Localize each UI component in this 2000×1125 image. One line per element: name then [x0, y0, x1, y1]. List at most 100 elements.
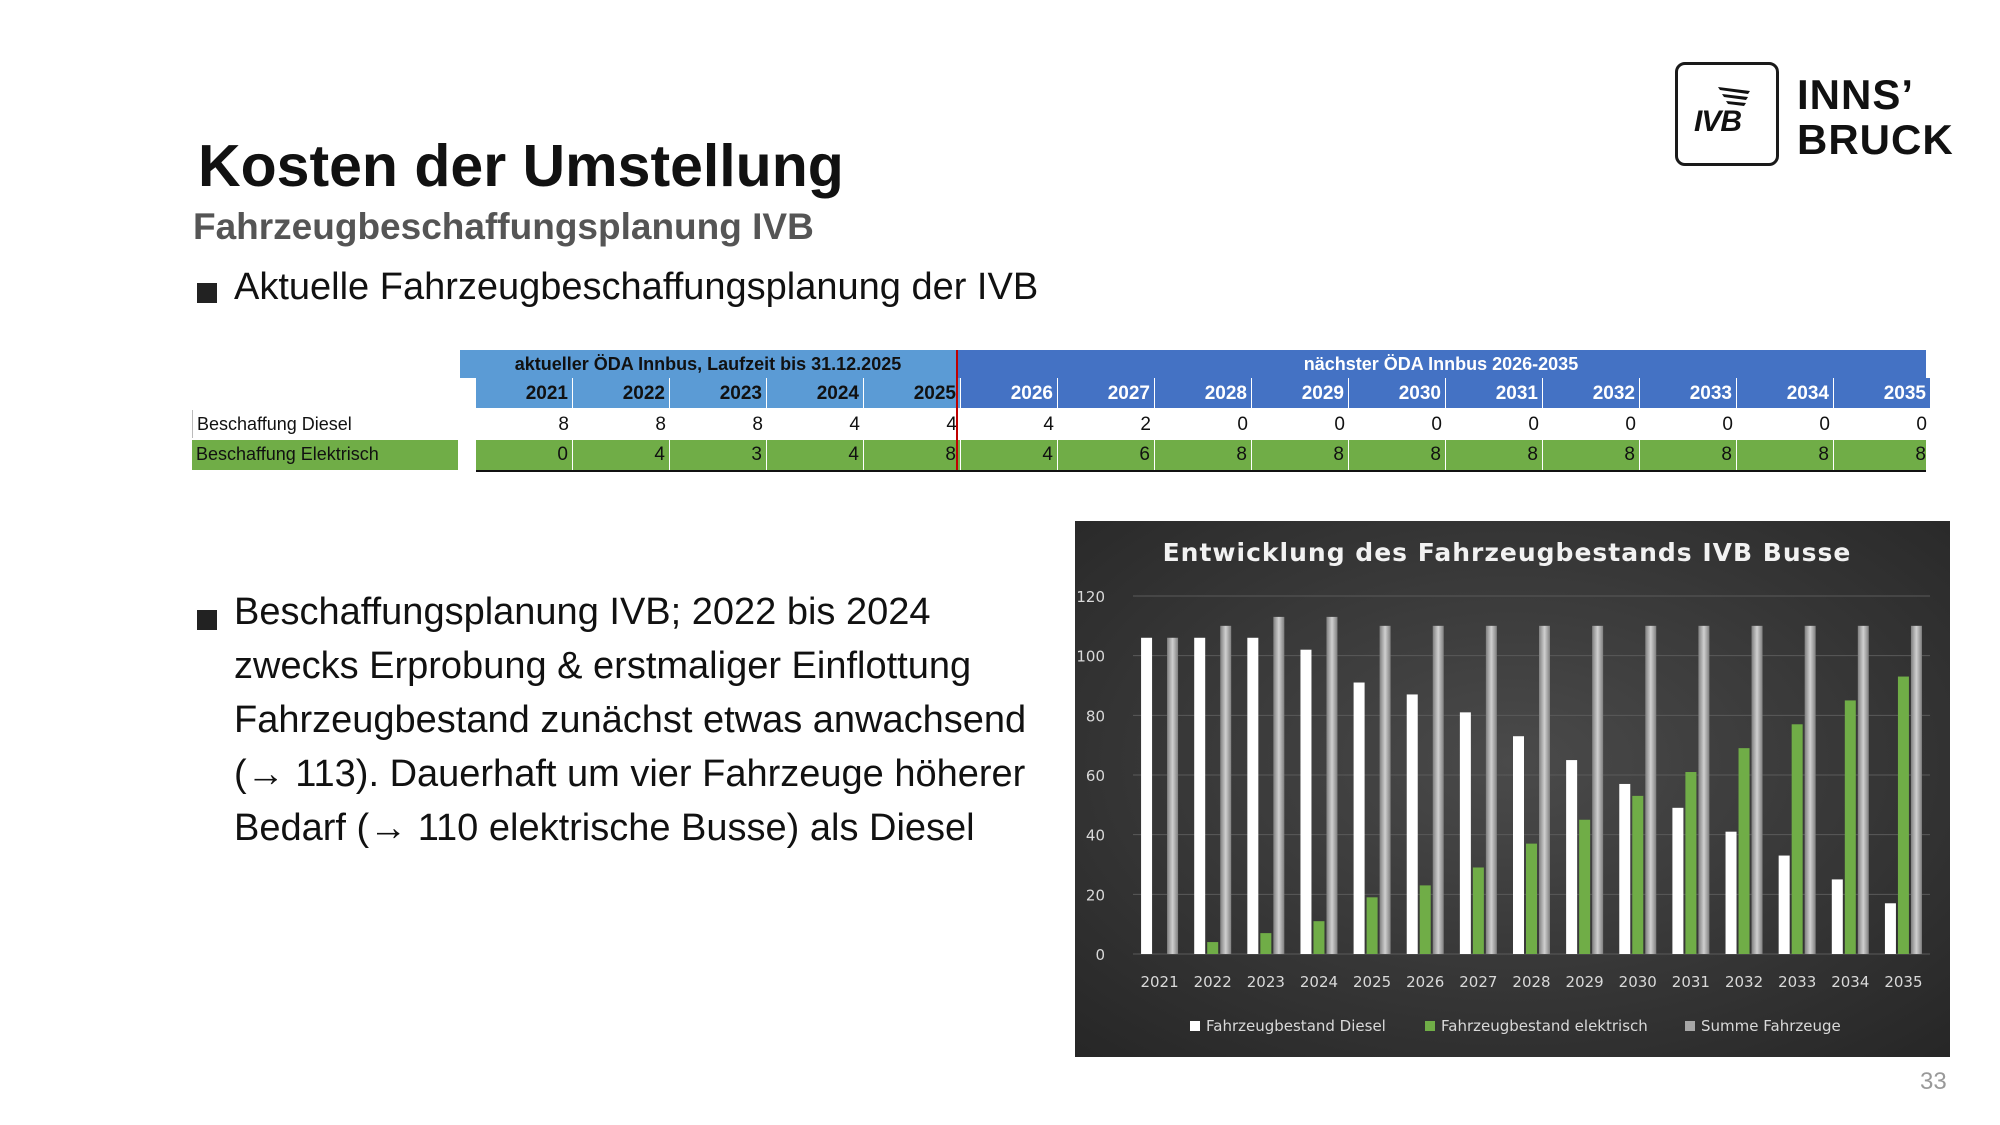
ivb-logo-mark: IVB: [1675, 62, 1779, 166]
bullet-2-line: Fahrzeugbestand zunächst etwas anwachsen…: [234, 699, 1027, 741]
x-tick-label: 2023: [1247, 973, 1285, 991]
bar-elektrisch: [1419, 885, 1431, 954]
header-current-contract: aktueller ÖDA Innbus, Laufzeit bis 31.12…: [460, 350, 956, 378]
bullet-2-line: Bedarf (→ 110 elektrische Busse) als Die…: [234, 807, 975, 849]
y-tick-label: 120: [1076, 588, 1105, 606]
bar-summe: [1645, 625, 1657, 954]
x-tick-label: 2031: [1672, 973, 1710, 991]
bar-diesel: [1194, 637, 1206, 954]
x-tick-label: 2026: [1406, 973, 1444, 991]
y-tick-label: 40: [1086, 827, 1105, 845]
x-tick-label: 2022: [1194, 973, 1232, 991]
year-header-cell: 2021: [476, 378, 573, 408]
bar-elektrisch: [1313, 921, 1325, 954]
bar-diesel: [1247, 637, 1259, 954]
bar-elektrisch: [1366, 897, 1378, 954]
bar-summe: [1326, 616, 1338, 954]
page-number: 33: [1920, 1068, 1947, 1095]
legend-label: Summe Fahrzeuge: [1701, 1017, 1841, 1035]
bar-summe: [1273, 616, 1285, 954]
bar-summe: [1698, 625, 1710, 954]
bar-summe: [1751, 625, 1763, 954]
year-header-cell: 2031: [1446, 378, 1543, 408]
table-cell-elektro: 8: [1252, 440, 1349, 470]
bar-elektrisch: [1844, 700, 1856, 954]
bullet-2-line: Beschaffungsplanung IVB; 2022 bis 2024: [234, 591, 931, 633]
bar-summe: [1592, 625, 1604, 954]
logo-ivb-text: IVB: [1694, 105, 1742, 138]
x-tick-label: 2021: [1140, 973, 1178, 991]
table-cell-diesel: 4: [849, 414, 860, 435]
x-tick-label: 2028: [1512, 973, 1550, 991]
year-header-cell: 2035: [1834, 378, 1931, 408]
bar-elektrisch: [1897, 676, 1909, 954]
bar-summe: [1432, 625, 1444, 954]
wing-icon: [1718, 87, 1750, 106]
y-tick-label: 60: [1086, 767, 1105, 785]
table-cell-elektro: 8: [1349, 440, 1446, 470]
year-header-cell: 2028: [1155, 378, 1252, 408]
bar-diesel: [1884, 903, 1896, 954]
legend-swatch: [1685, 1021, 1695, 1031]
table-cell-diesel: 8: [655, 414, 666, 435]
x-tick-label: 2034: [1831, 973, 1869, 991]
bar-diesel: [1725, 831, 1737, 954]
year-header-cell: 2024: [767, 378, 864, 408]
table-cell-elektro: 4: [573, 440, 670, 470]
x-tick-label: 2035: [1884, 973, 1922, 991]
legend-label: Fahrzeugbestand Diesel: [1206, 1017, 1386, 1035]
table-cell-elektro: 6: [1058, 440, 1155, 470]
bar-diesel: [1778, 855, 1790, 954]
row-label-elektro: Beschaffung Elektrisch: [192, 440, 458, 470]
table-cell-elektro: 8: [1834, 440, 1931, 470]
table-cell-diesel: 4: [946, 414, 957, 435]
table-cell-elektro: 4: [961, 440, 1058, 470]
y-tick-label: 0: [1095, 946, 1105, 964]
bar-diesel: [1672, 807, 1684, 954]
table-cell-diesel: 0: [1625, 414, 1636, 435]
logo-word-1: INNS’: [1797, 71, 1915, 118]
legend-swatch: [1190, 1021, 1200, 1031]
year-header-cell: 2029: [1252, 378, 1349, 408]
year-header-cell: 2027: [1058, 378, 1155, 408]
table-cell-diesel: 0: [1431, 414, 1442, 435]
table-cell-diesel: 8: [558, 414, 569, 435]
year-header-cell: 2032: [1543, 378, 1640, 408]
bar-summe: [1804, 625, 1816, 954]
bar-diesel: [1513, 736, 1524, 954]
fleet-chart: Entwicklung des Fahrzeugbestands IVB Bus…: [1075, 521, 1950, 1057]
bar-summe: [1857, 625, 1869, 954]
page-subtitle: Fahrzeugbeschaffungsplanung IVB: [193, 206, 814, 247]
bar-elektrisch: [1260, 933, 1272, 954]
table-cell-elektro: 8: [1543, 440, 1640, 470]
year-header-cell: 2023: [670, 378, 767, 408]
table-cell-diesel: 0: [1819, 414, 1830, 435]
table-cell-diesel: 0: [1916, 414, 1927, 435]
bar-diesel: [1566, 760, 1578, 954]
bar-diesel: [1459, 712, 1471, 954]
y-tick-label: 80: [1086, 707, 1105, 725]
bar-diesel: [1141, 637, 1153, 954]
legend-swatch: [1425, 1021, 1435, 1031]
bar-summe: [1379, 625, 1391, 954]
table-cell-diesel: 2: [1140, 414, 1151, 435]
x-tick-label: 2032: [1725, 973, 1763, 991]
bar-diesel: [1300, 649, 1312, 954]
y-tick-label: 20: [1086, 886, 1105, 904]
y-tick-label: 100: [1076, 648, 1105, 666]
bar-elektrisch: [1579, 819, 1591, 954]
x-tick-label: 2027: [1459, 973, 1497, 991]
year-header-cell: 2034: [1737, 378, 1834, 408]
table-cell-elektro: 0: [476, 440, 573, 470]
bar-elektrisch: [1526, 843, 1537, 954]
table-cell-diesel: 0: [1237, 414, 1248, 435]
table-cell-elektro: 8: [864, 440, 961, 470]
bar-summe: [1910, 625, 1922, 954]
bullet-2-line: (→ 113). Dauerhaft um vier Fahrzeuge höh…: [234, 753, 1026, 795]
logo-wordmark: INNS’ BRUCK: [1797, 72, 1954, 162]
x-tick-label: 2029: [1566, 973, 1604, 991]
bar-summe: [1485, 625, 1497, 954]
bar-diesel: [1831, 879, 1843, 954]
bullet-text-1: Aktuelle Fahrzeugbeschaffungsplanung der…: [234, 266, 1039, 308]
x-tick-label: 2033: [1778, 973, 1816, 991]
